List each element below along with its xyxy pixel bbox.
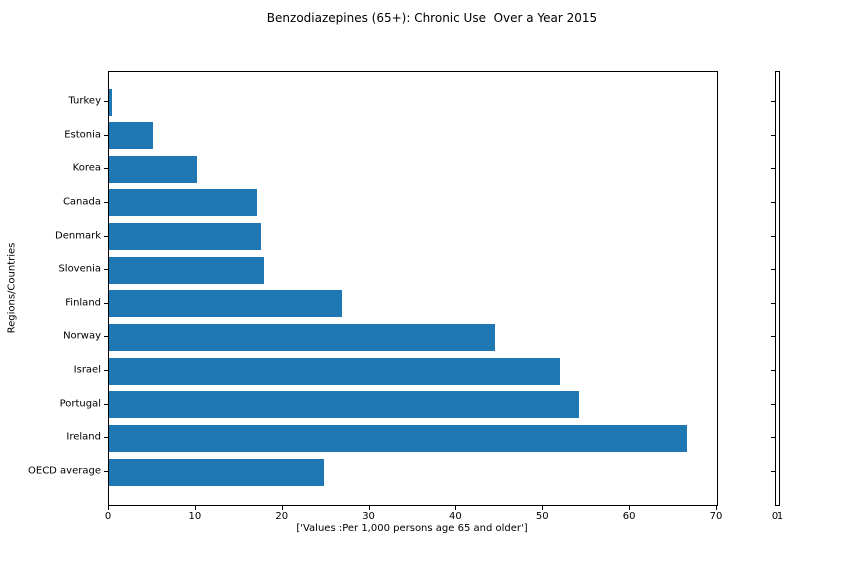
x-tick-mark [629, 506, 631, 510]
secondary-y-tick-mark [771, 302, 775, 304]
y-tick-label: Norway [63, 330, 101, 342]
secondary-y-tick-mark [771, 336, 775, 338]
secondary-y-tick-mark [771, 235, 775, 237]
bar-denmark [109, 223, 261, 251]
secondary-y-tick-mark [771, 370, 775, 372]
x-tick-mark [194, 506, 196, 510]
y-tick-label: Portugal [59, 398, 101, 410]
y-tick-mark [104, 235, 108, 237]
bar-oecd-average [109, 458, 325, 486]
y-tick-label: Finland [65, 297, 101, 309]
y-tick-label: Denmark [55, 230, 101, 242]
y-tick-mark [104, 269, 108, 271]
x-tick-label: 70 [709, 511, 723, 522]
y-tick-label: Ireland [66, 431, 101, 443]
x-tick-mark [108, 506, 109, 510]
secondary-plot-area [775, 71, 780, 506]
secondary-y-tick-mark [771, 101, 775, 102]
secondary-y-tick-mark [771, 471, 775, 473]
y-tick-label: Israel [73, 364, 101, 376]
x-tick-mark [368, 506, 370, 510]
y-tick-mark [104, 471, 108, 473]
y-tick-label: Canada [62, 196, 101, 208]
y-tick-mark [104, 370, 108, 372]
x-axis-label: ['Values :Per 1,000 persons age 65 and o… [296, 523, 528, 534]
bar-canada [109, 189, 257, 217]
x-tick-mark [716, 506, 717, 510]
secondary-y-tick-mark [771, 437, 775, 439]
y-tick-mark [104, 134, 108, 136]
x-tick-mark [281, 506, 283, 510]
x-tick-mark [455, 506, 457, 510]
bar-finland [109, 290, 342, 318]
main-plot-area [108, 71, 718, 506]
chart-title: Benzodiazepines (65+): Chronic Use Over … [266, 11, 598, 25]
x-tick-label: 50 [535, 511, 549, 522]
y-tick-label: Korea [72, 162, 101, 174]
x-tick-label: 30 [362, 511, 375, 522]
x-tick-label: 0 [104, 511, 112, 522]
y-tick-mark [104, 336, 108, 338]
bar-norway [109, 323, 495, 351]
y-tick-mark [104, 302, 108, 304]
y-tick-mark [104, 403, 108, 405]
bar-israel [109, 357, 560, 385]
y-tick-label: Slovenia [58, 263, 101, 275]
secondary-y-tick-mark [771, 168, 775, 170]
y-tick-label: OECD average [28, 465, 101, 477]
y-tick-mark [104, 437, 108, 439]
y-tick-mark [104, 201, 108, 203]
x-tick-label: 40 [449, 511, 462, 522]
x-tick-label: 60 [622, 511, 636, 522]
x-tick-label: 20 [275, 511, 289, 522]
x-tick-mark [542, 506, 544, 510]
secondary-y-tick-mark [771, 403, 775, 405]
bar-korea [109, 155, 197, 183]
secondary-y-tick-mark [771, 201, 775, 203]
bar-estonia [109, 122, 154, 150]
bar-turkey [109, 88, 112, 116]
y-tick-mark [104, 168, 108, 170]
y-tick-label: Turkey [68, 95, 101, 107]
y-tick-mark [104, 101, 108, 102]
bar-portugal [109, 391, 579, 419]
bar-ireland [109, 424, 688, 452]
secondary-y-tick-mark [771, 134, 775, 136]
secondary-x-tick-label: 0 [771, 511, 779, 522]
bar-slovenia [109, 256, 265, 284]
y-tick-label: Estonia [64, 129, 101, 141]
y-axis-label: Regions/Countries [6, 242, 18, 334]
secondary-y-tick-mark [771, 269, 775, 271]
x-tick-label: 10 [188, 511, 202, 522]
secondary-x-tick-label: 1 [776, 511, 784, 522]
